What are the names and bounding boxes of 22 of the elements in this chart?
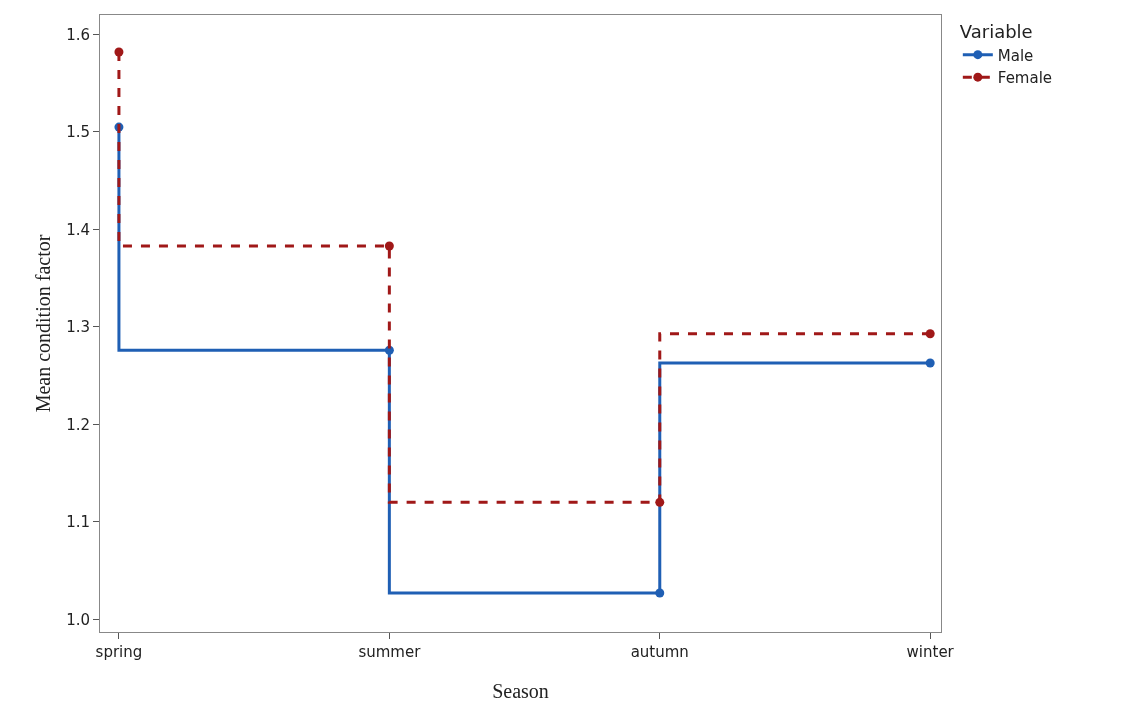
point: [114, 47, 124, 57]
legend-label: Male: [997, 46, 1034, 65]
y-tick-label: 1.2: [66, 415, 90, 434]
legend-label: Female: [997, 69, 1053, 87]
point: [655, 497, 665, 507]
x-tick-label: summer: [358, 643, 422, 661]
y-tick-label: 1.1: [66, 513, 90, 532]
x-axis-title: Season: [492, 680, 549, 702]
y-axis-title: Mean condition factor: [32, 234, 54, 413]
x-tick-label: winter: [906, 643, 955, 661]
x-tick-label: spring: [95, 643, 143, 661]
y-tick-label: 1.3: [66, 318, 90, 337]
legend-title: Variable: [959, 21, 1033, 43]
y-tick-label: 1.0: [66, 610, 90, 629]
point: [384, 241, 394, 251]
point: [925, 358, 935, 368]
y-tick-label: 1.4: [66, 220, 90, 239]
point: [655, 588, 665, 598]
point: [925, 329, 935, 339]
x-tick-label: autumn: [630, 643, 689, 661]
y-tick-label: 1.6: [66, 25, 90, 44]
y-tick-label: 1.5: [66, 123, 90, 142]
